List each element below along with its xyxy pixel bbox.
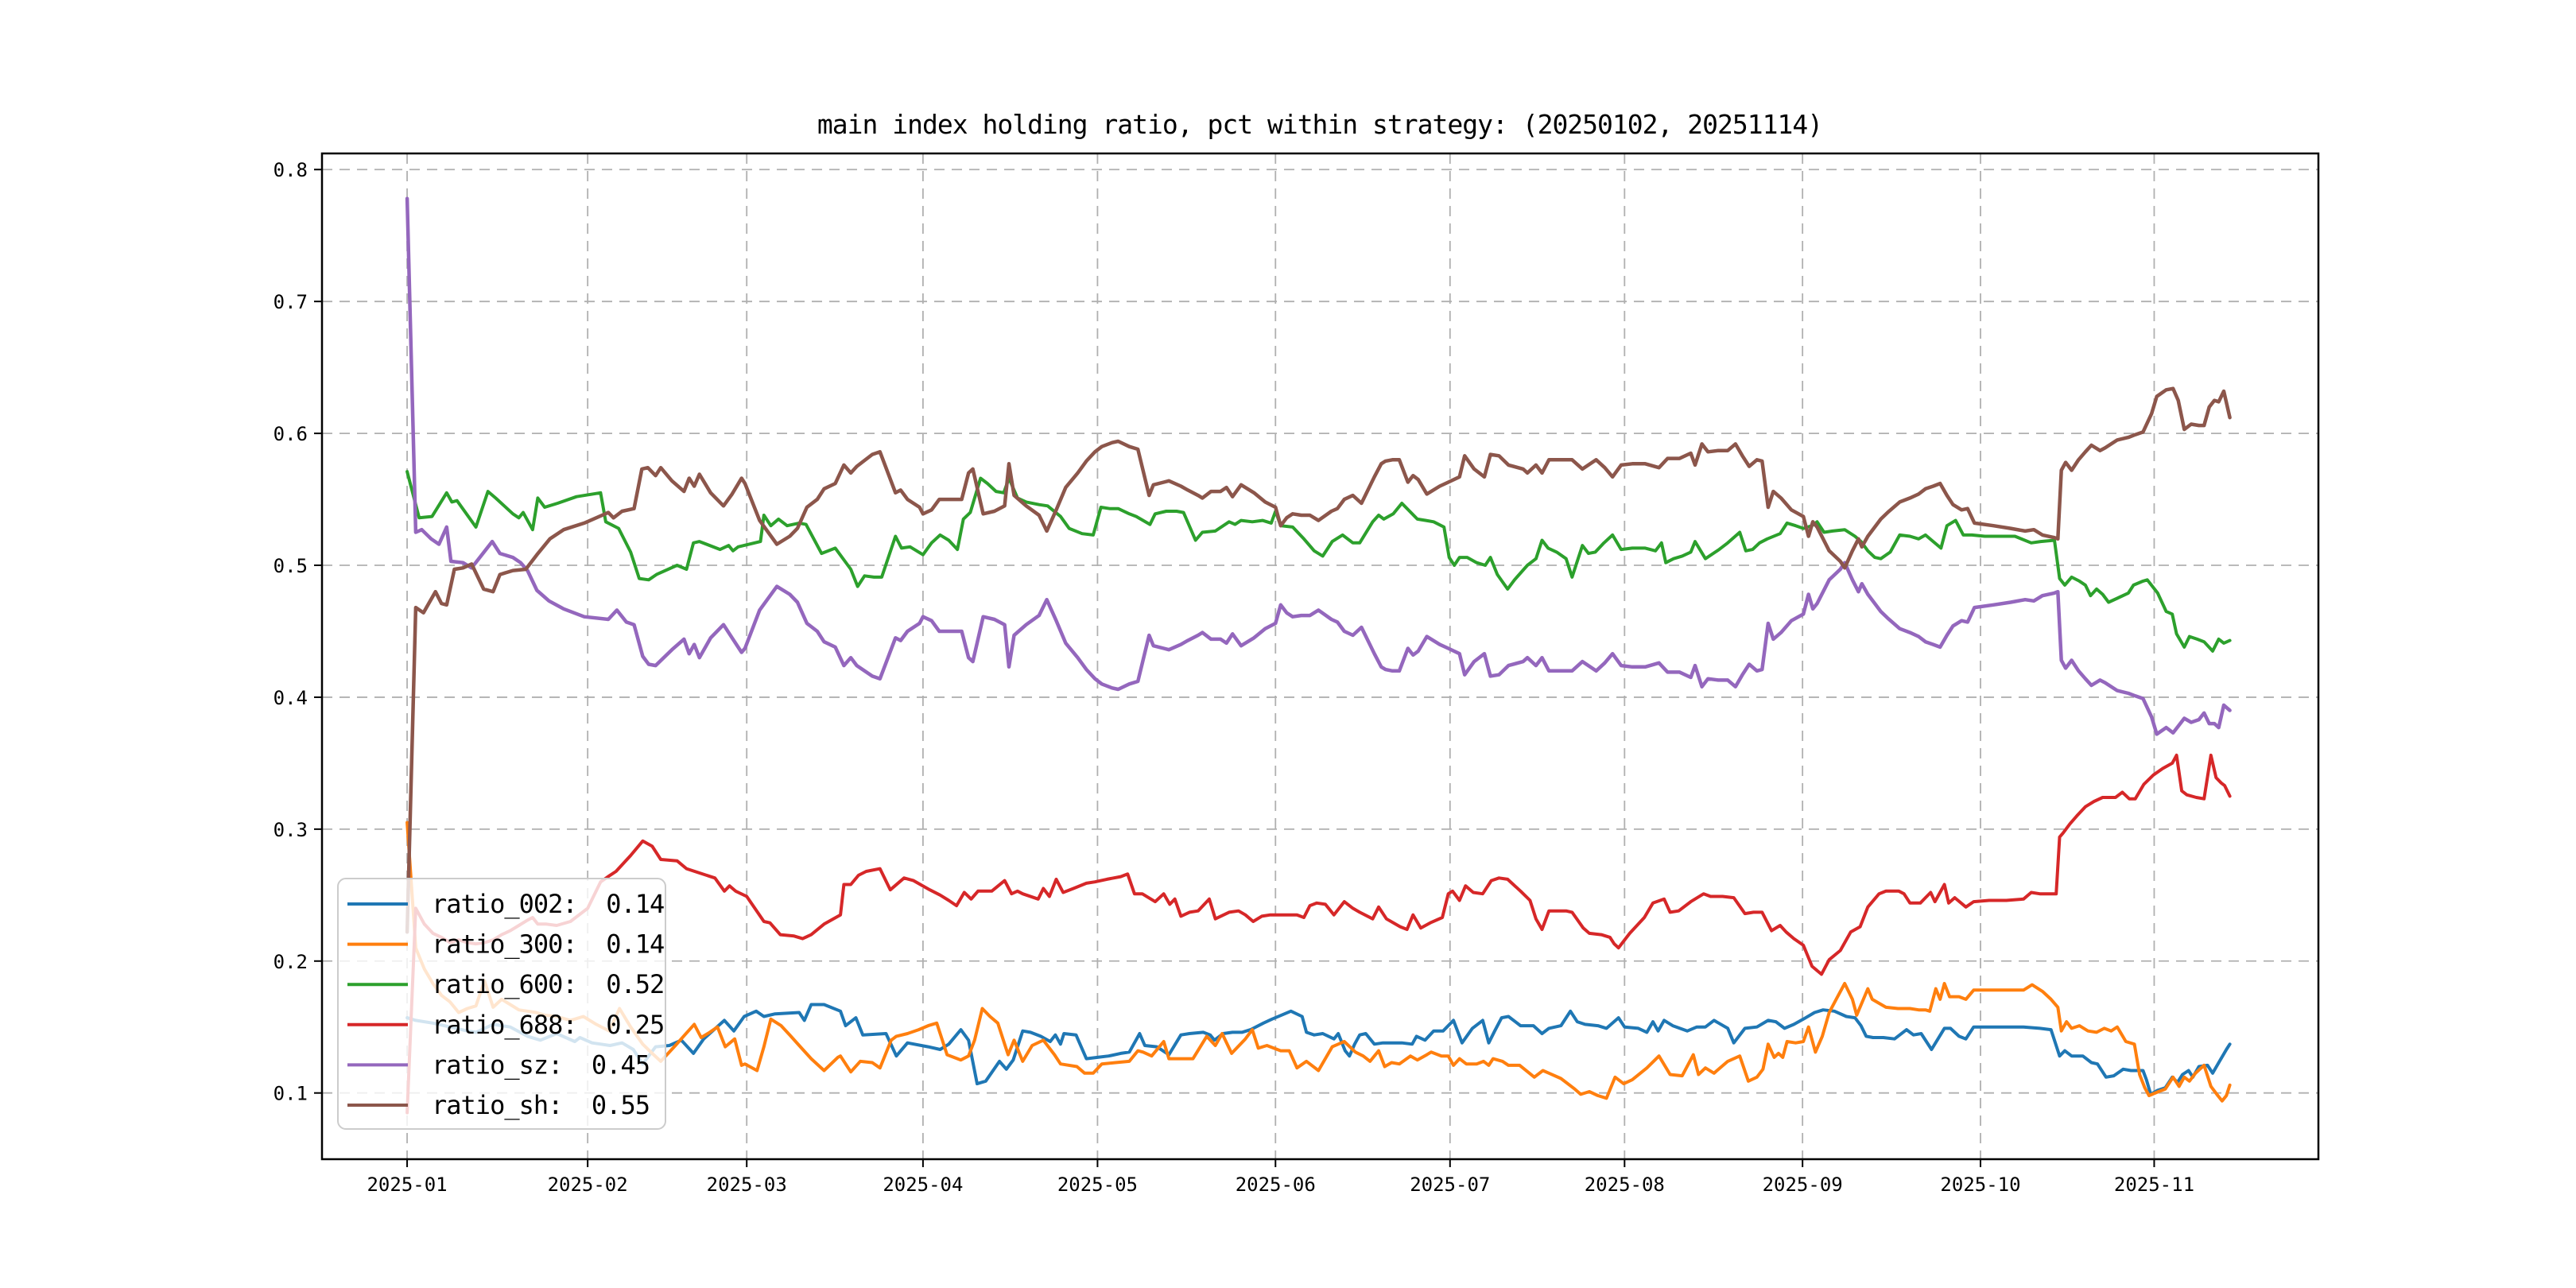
x-tick-label: 2025-06 xyxy=(1236,1174,1316,1196)
y-tick-label: 0.4 xyxy=(274,687,308,709)
x-tick-label: 2025-01 xyxy=(367,1174,447,1196)
legend-label: ratio_600: 0.52 xyxy=(432,969,664,999)
x-tick-label: 2025-02 xyxy=(548,1174,628,1196)
legend-label: ratio_688: 0.25 xyxy=(432,1010,664,1040)
series-line-ratio_sh xyxy=(405,386,2232,934)
x-tick-label: 2025-09 xyxy=(1763,1174,1843,1196)
plot-border xyxy=(320,152,2320,1161)
chart-title: main index holding ratio, pct within str… xyxy=(817,109,1822,140)
x-tick-label: 2025-03 xyxy=(707,1174,787,1196)
x-tick-label: 2025-10 xyxy=(1940,1174,2020,1196)
series-line-ratio_sz xyxy=(405,196,2232,736)
legend-label: ratio_002: 0.14 xyxy=(432,889,664,919)
x-tick-label: 2025-11 xyxy=(2114,1174,2194,1196)
series-line-ratio_688 xyxy=(405,753,2232,1115)
legend-label: ratio_sz: 0.45 xyxy=(432,1049,650,1080)
series-line-ratio_300 xyxy=(405,821,2232,1103)
y-tick-label: 0.8 xyxy=(274,159,308,181)
y-tick-label: 0.3 xyxy=(274,819,308,841)
legend-label: ratio_sh: 0.55 xyxy=(432,1090,650,1120)
y-tick-label: 0.2 xyxy=(274,951,308,973)
x-tick-label: 2025-07 xyxy=(1410,1174,1490,1196)
y-tick-label: 0.7 xyxy=(274,291,308,313)
y-tick-label: 0.6 xyxy=(274,423,308,445)
x-tick-label: 2025-04 xyxy=(883,1174,963,1196)
series-line-ratio_600 xyxy=(405,470,2232,653)
y-tick-label: 0.5 xyxy=(274,555,308,577)
legend-box xyxy=(337,878,666,1130)
legend-label: ratio_300: 0.14 xyxy=(432,929,664,960)
y-tick-label: 0.1 xyxy=(274,1083,308,1105)
x-tick-label: 2025-08 xyxy=(1585,1174,1665,1196)
x-tick-label: 2025-05 xyxy=(1057,1174,1138,1196)
series-line-ratio_002 xyxy=(405,1003,2232,1096)
